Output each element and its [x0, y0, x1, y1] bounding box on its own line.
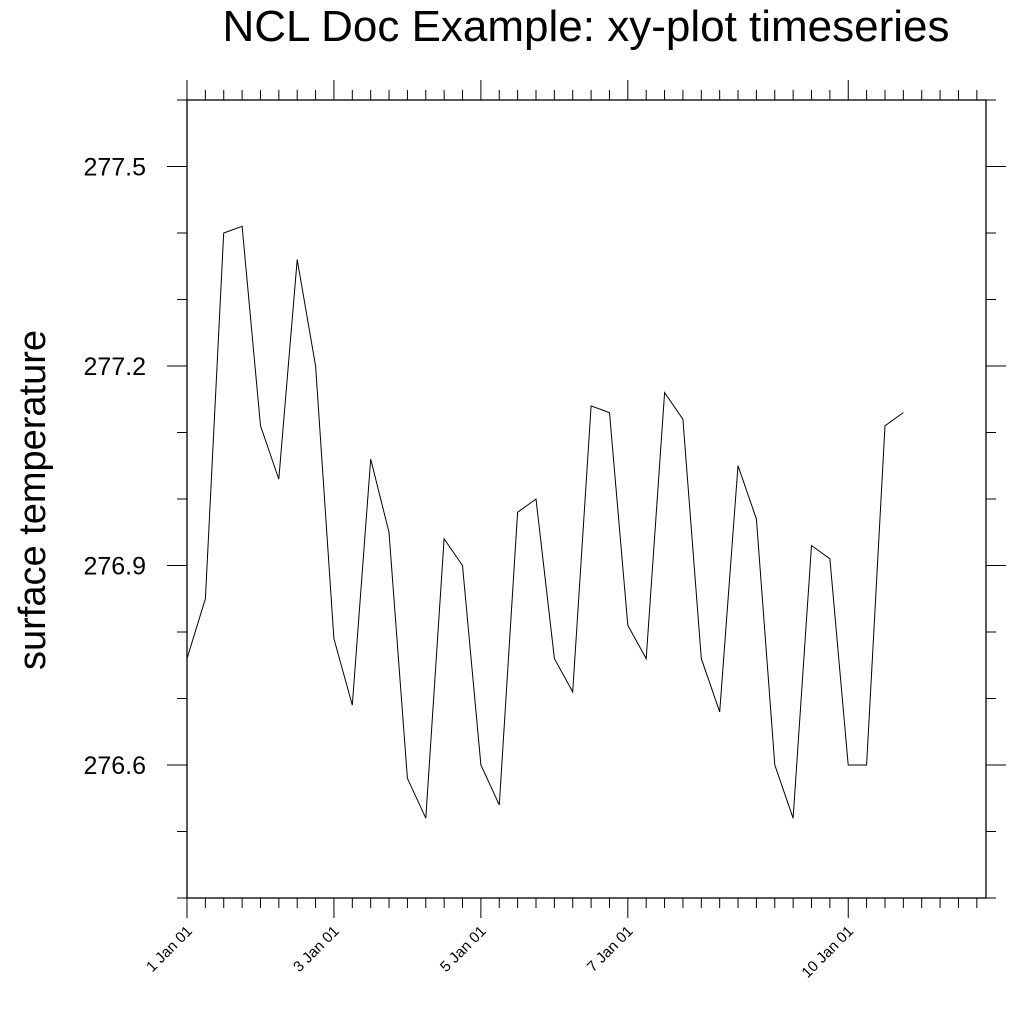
plot-frame: [186, 99, 987, 899]
x-tick-label: 10 Jan 01: [798, 923, 857, 982]
chart-title: NCL Doc Example: xy-plot timeseries: [222, 2, 949, 51]
y-tick-label: 276.6: [83, 752, 146, 780]
y-tick-label: 276.9: [83, 553, 146, 581]
axis-ticks: [167, 80, 1006, 918]
x-tick-label: 3 Jan 01: [290, 923, 343, 976]
series-line: [186, 225, 904, 819]
x-tick-label: 5 Jan 01: [437, 923, 490, 976]
series-group: [186, 225, 904, 819]
y-tick-label: 277.5: [83, 154, 146, 182]
tick-labels: 276.6 276.9 277.2 277.5 1 Jan 01 3 Jan 01 5 Ja…: [83, 154, 857, 982]
x-tick-label: 7 Jan 01: [584, 923, 637, 976]
x-tick-label: 1 Jan 01: [143, 923, 196, 976]
y-tick-label: 277.2: [83, 353, 146, 381]
y-axis-label: surface temperature: [12, 330, 54, 670]
